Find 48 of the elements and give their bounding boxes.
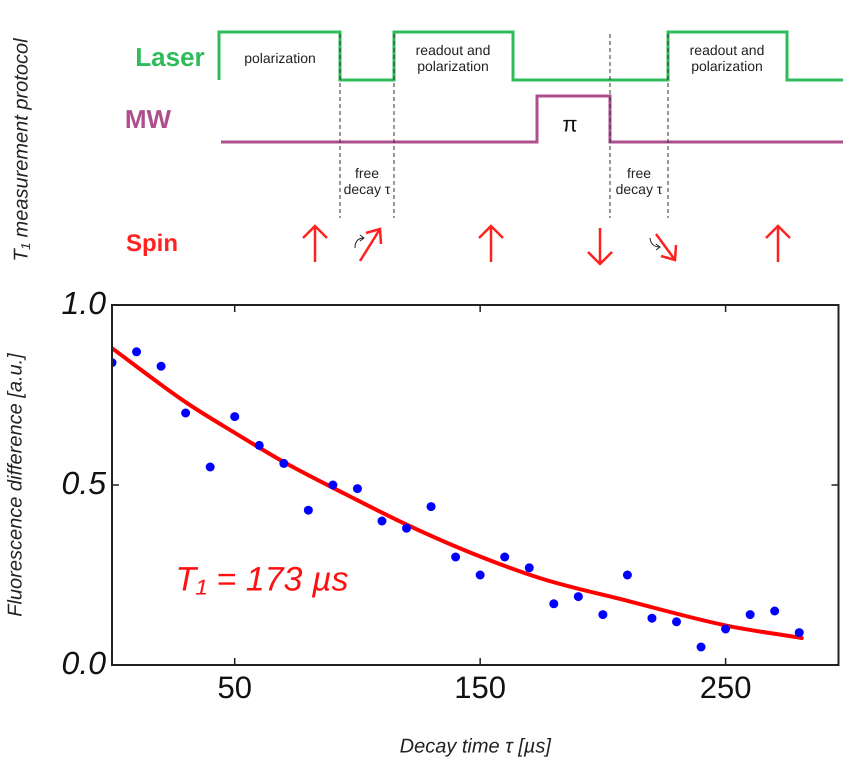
point [746,610,755,620]
point [426,502,436,512]
point [500,552,510,562]
point [352,484,362,494]
line-series [112,346,804,640]
text: Spin [125,230,179,258]
point [524,563,534,572]
point [304,506,313,515]
text: π [561,111,579,137]
point [451,552,460,562]
text: MW [124,104,172,135]
text: Laser [134,42,206,73]
point [696,642,706,652]
point [377,516,386,526]
y-tick-label: 1.0 [62,284,106,321]
point [402,524,412,533]
text: polarization [243,50,317,66]
annotation: T₁ = 173 µs [174,560,350,600]
text: free decay τ [343,164,391,198]
text: readout and polarization [688,42,766,74]
point [156,362,166,371]
x-axis-title: Decay time τ [µs] [400,736,552,758]
point [574,592,583,602]
point [794,628,804,638]
point [230,412,240,422]
text: T₁ measurement protocol [10,37,34,264]
point [549,599,558,608]
y-axis-title: Fluorescence difference [a.u.] [4,352,27,617]
x-tick-label: 150 [454,670,506,706]
point [598,610,608,620]
point [770,606,780,616]
point [132,347,142,356]
point [622,570,632,580]
point [672,617,682,626]
point [206,462,215,472]
y-tick-label: 0.0 [62,644,106,681]
point [647,614,656,623]
x-tick-label: 250 [700,670,752,706]
point [721,624,730,634]
point [181,408,190,418]
text: free decay τ [615,164,663,198]
x-tick-label: 50 [217,670,252,706]
point [476,570,485,580]
y-tick-label: 0.5 [62,464,106,501]
point [279,458,288,468]
text: readout and polarization [414,42,492,74]
point [328,480,338,490]
point [254,440,264,450]
